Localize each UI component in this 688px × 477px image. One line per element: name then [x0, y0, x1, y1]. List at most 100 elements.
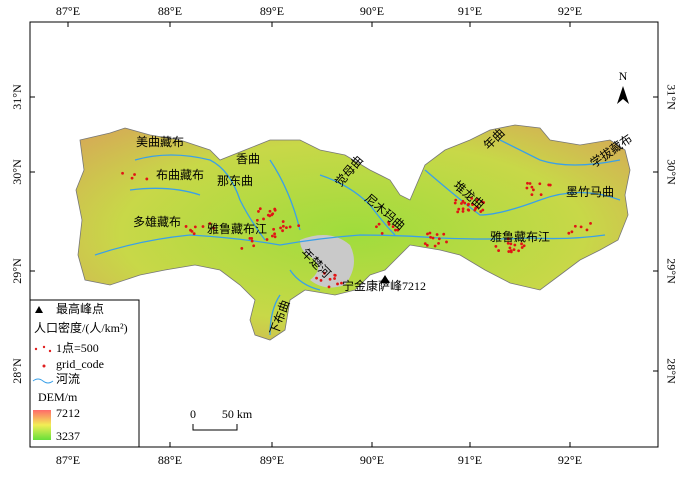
river-label: 美曲藏布 [136, 135, 184, 149]
population-dot [573, 224, 577, 228]
population-dot [456, 210, 460, 214]
river-label: 雅鲁藏布江 [207, 221, 267, 236]
population-dot [445, 240, 448, 244]
population-dot [429, 235, 432, 239]
population-dot [513, 243, 517, 247]
population-dot [240, 246, 244, 250]
population-dot [250, 239, 254, 243]
population-dot [579, 225, 583, 229]
river-label: 香曲 [236, 152, 260, 166]
lake [300, 235, 354, 288]
population-dot [474, 206, 478, 210]
river-label: 墨竹马曲 [566, 185, 614, 199]
population-dot [340, 281, 343, 285]
lat-label: 31°N [10, 84, 24, 110]
population-dot [391, 225, 395, 229]
population-dot [475, 198, 479, 202]
lon-label: 89°E [260, 453, 284, 467]
population-dot [208, 222, 212, 225]
population-dot [328, 277, 332, 281]
scale-zero: 0 [190, 407, 196, 421]
population-dot [442, 232, 446, 236]
population-dot [270, 213, 274, 217]
population-dot [130, 176, 134, 180]
peak-marker [380, 275, 390, 283]
lon-label: 87°E [56, 4, 80, 18]
population-dot [192, 232, 196, 236]
population-dot [266, 213, 270, 217]
lon-label: 91°E [458, 453, 482, 467]
population-dot [281, 220, 285, 223]
population-dot [285, 226, 288, 230]
population-dot [435, 233, 439, 236]
population-dot [453, 201, 457, 205]
population-dot [423, 242, 427, 245]
lon-label: 90°E [360, 4, 384, 18]
population-dot [333, 277, 336, 280]
population-dot [273, 208, 277, 212]
lat-label: 28°N [10, 358, 24, 384]
population-dot [279, 226, 282, 230]
population-dot [461, 207, 465, 211]
lon-label: 92°E [558, 453, 582, 467]
population-dot [184, 225, 188, 228]
population-dot [252, 244, 256, 248]
population-dot [497, 249, 501, 252]
peak-label: 宁金康萨峰7212 [342, 278, 426, 293]
population-dot [258, 207, 262, 211]
lon-label: 89°E [260, 4, 284, 18]
population-dot [547, 183, 551, 187]
population-dot [461, 209, 465, 213]
population-dot [336, 282, 339, 286]
population-dot [479, 210, 483, 213]
population-dot [250, 237, 254, 240]
population-dot [333, 273, 337, 277]
population-dot [433, 244, 437, 248]
population-dot [506, 241, 510, 245]
population-dot [460, 202, 463, 205]
legend-river: 河流 [56, 372, 80, 386]
population-dot [201, 225, 205, 228]
population-dot [589, 222, 592, 225]
lat-label: 30°N [10, 159, 24, 185]
population-dot [255, 218, 259, 222]
population-dot [539, 193, 543, 197]
legend-dem-max: 7212 [56, 406, 80, 420]
population-dot [396, 228, 400, 232]
lon-label: 88°E [158, 4, 182, 18]
lat-label: 29°N [664, 258, 678, 284]
population-dot [121, 171, 124, 175]
population-dot [480, 200, 484, 204]
population-dot [520, 242, 523, 246]
legend-grid-icon [42, 364, 46, 368]
legend-dot: 1点=500 [56, 341, 99, 355]
river-label: 那东曲 [217, 174, 253, 188]
population-dot [273, 232, 277, 236]
population-dot [387, 220, 390, 224]
lon-label: 91°E [458, 4, 482, 18]
lat-label: 28°N [664, 358, 678, 384]
lon-label: 87°E [56, 453, 80, 467]
population-dot [133, 173, 136, 176]
population-dot [481, 208, 485, 212]
legend-dem-min: 3237 [56, 429, 80, 443]
population-dot [319, 278, 323, 282]
population-dot [315, 276, 318, 280]
lat-label: 29°N [10, 258, 24, 284]
lon-label: 90°E [360, 453, 384, 467]
population-dot [281, 229, 284, 233]
population-dot [467, 202, 470, 206]
population-dot [531, 188, 535, 192]
population-dot [257, 210, 260, 213]
legend-dem-ramp [33, 410, 51, 440]
population-dot [522, 244, 526, 248]
population-dot [425, 243, 429, 247]
lat-label: 31°N [664, 84, 678, 110]
population-dot [268, 209, 272, 213]
river-label: 多雄藏布 [133, 214, 181, 229]
north-arrow [617, 86, 629, 104]
population-dot [270, 234, 274, 238]
rivers [94, 139, 621, 336]
river-label: 布曲藏布 [156, 168, 204, 182]
population-dot [506, 237, 510, 241]
